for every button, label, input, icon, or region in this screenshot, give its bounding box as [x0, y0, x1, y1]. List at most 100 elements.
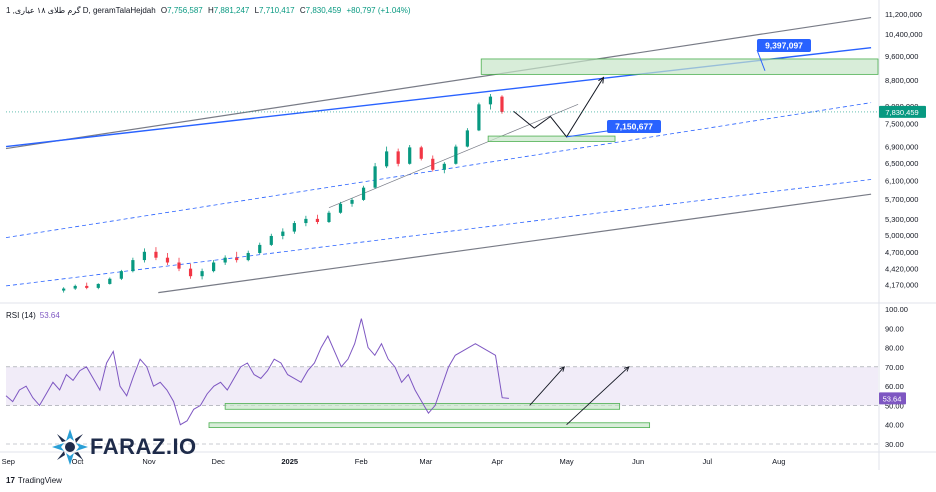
- rsi-tick-label: 70.00: [885, 363, 904, 372]
- time-tick-label: Jul: [702, 457, 712, 466]
- time-tick-label: Nov: [142, 457, 156, 466]
- channel-bottom-line: [158, 193, 872, 294]
- price-tick-label: 8,800,000: [885, 76, 918, 85]
- price-tick-label: 6,900,000: [885, 143, 918, 152]
- projection-arrowhead: [598, 76, 605, 84]
- axes: 11,200,00010,400,0009,600,0008,800,0008,…: [2, 10, 926, 466]
- price-tick-label: 4,700,000: [885, 248, 918, 257]
- candle-body: [292, 223, 296, 232]
- rsi-last-label: 53.64: [883, 394, 902, 403]
- candle-body: [408, 147, 412, 164]
- candle-body: [223, 257, 227, 263]
- price-tick-label: 7,500,000: [885, 120, 918, 129]
- time-tick-label: Jun: [632, 457, 644, 466]
- time-tick-label: Mar: [419, 457, 432, 466]
- rsi-tick-label: 100.00: [885, 305, 908, 314]
- candle-body: [73, 285, 77, 289]
- rsi-tick-label: 80.00: [885, 344, 904, 353]
- candle-body: [385, 151, 389, 167]
- candles: [6, 93, 878, 293]
- faraz-watermark: FARAZ.IO: [48, 425, 196, 469]
- candle-body: [269, 235, 273, 245]
- target-label-text: 9,397,097: [765, 41, 803, 51]
- drawings: 9,397,097 7,150,677: [5, 16, 879, 294]
- candle-body: [200, 271, 204, 277]
- candle-body: [431, 158, 435, 170]
- target-label-box: [757, 39, 811, 52]
- rsi-arrow-2: [566, 366, 630, 426]
- candle-body: [477, 104, 481, 131]
- rsi-tick-label: 30.00: [885, 440, 904, 449]
- candle-body: [165, 257, 170, 263]
- rsi-label: RSI (14): [6, 311, 36, 320]
- close-label: C: [299, 6, 306, 15]
- candle-body: [235, 257, 239, 261]
- close-value: 7,830,459: [305, 6, 342, 15]
- candle-body: [338, 203, 343, 213]
- support-label-leader: [566, 130, 608, 138]
- rsi-tick-label: 40.00: [885, 421, 904, 430]
- candle-body: [62, 288, 66, 291]
- candle-body: [454, 146, 458, 164]
- target-zone: [480, 58, 879, 75]
- grid: [0, 0, 936, 470]
- candle-body: [327, 212, 331, 223]
- price-tick-label: 4,420,000: [885, 265, 918, 274]
- rsi-arrow-1: [529, 366, 565, 406]
- low-label: L: [254, 6, 260, 15]
- candle-body: [246, 252, 250, 261]
- time-tick-label: Apr: [492, 457, 504, 466]
- time-tick-label: Sep: [2, 457, 15, 466]
- price-tick-label: 6,100,000: [885, 176, 918, 185]
- tradingview-footer[interactable]: 17 TradingView: [6, 476, 62, 485]
- time-tick-label: 2025: [281, 457, 298, 466]
- rsi-panel: [5, 318, 878, 445]
- symbol-header: 1 ,گرم طلای ۱۸ عیاری D, geramTalaHejdah …: [6, 6, 411, 15]
- time-tick-label: Feb: [355, 457, 368, 466]
- rsi-zone-lower: [208, 422, 651, 429]
- candle-body: [108, 278, 112, 284]
- price-tick-label: 11,200,000: [885, 10, 922, 19]
- rsi-header[interactable]: RSI (14) 53.64: [6, 311, 60, 320]
- candle-body: [154, 251, 158, 258]
- high-value: 7,881,247: [213, 6, 250, 15]
- time-tick-label: May: [559, 457, 573, 466]
- target-label-leader: [756, 49, 766, 71]
- candle-body: [315, 218, 320, 223]
- candle-body: [465, 130, 469, 147]
- open-value: 7,756,587: [167, 6, 203, 15]
- time-tick-label: Aug: [772, 457, 785, 466]
- watermark-text: FARAZ.IO: [90, 434, 197, 459]
- candle-body: [281, 231, 285, 236]
- low-value: 7,710,417: [259, 6, 295, 15]
- candle-body: [350, 199, 354, 204]
- candle-body: [96, 283, 100, 288]
- symbol-name[interactable]: 1 ,گرم طلای ۱۸ عیاری D, geramTalaHejdah: [6, 6, 156, 15]
- rsi-line: [5, 318, 509, 426]
- candle-body: [500, 96, 504, 112]
- candle-body: [131, 260, 135, 272]
- price-tick-label: 10,400,000: [885, 30, 923, 39]
- support-zone: [487, 135, 616, 142]
- support-label-text: 7,150,677: [615, 122, 653, 132]
- mid-channel-line: [5, 102, 872, 239]
- price-tick-label: 5,000,000: [885, 231, 918, 240]
- price-tick-label: 5,700,000: [885, 195, 918, 204]
- rsi-zone-upper: [224, 403, 621, 410]
- change-value: +80,797 (+1.04%): [346, 6, 411, 15]
- price-tick-label: 9,600,000: [885, 52, 918, 61]
- last-price-box: [879, 105, 926, 118]
- candle-body: [373, 166, 377, 188]
- candle-body: [361, 187, 366, 200]
- candle-body: [419, 147, 423, 159]
- candle-body: [119, 271, 123, 279]
- rsi-tick-label: 90.00: [885, 324, 904, 333]
- rsi-header-value: 53.64: [39, 311, 60, 320]
- tradingview-brand: TradingView: [17, 476, 62, 485]
- rsi-arrow-1-head: [559, 366, 565, 372]
- time-tick-label: Oct: [72, 457, 85, 466]
- candle-body: [488, 96, 493, 105]
- candle-body: [442, 163, 446, 170]
- candle-body: [258, 244, 262, 253]
